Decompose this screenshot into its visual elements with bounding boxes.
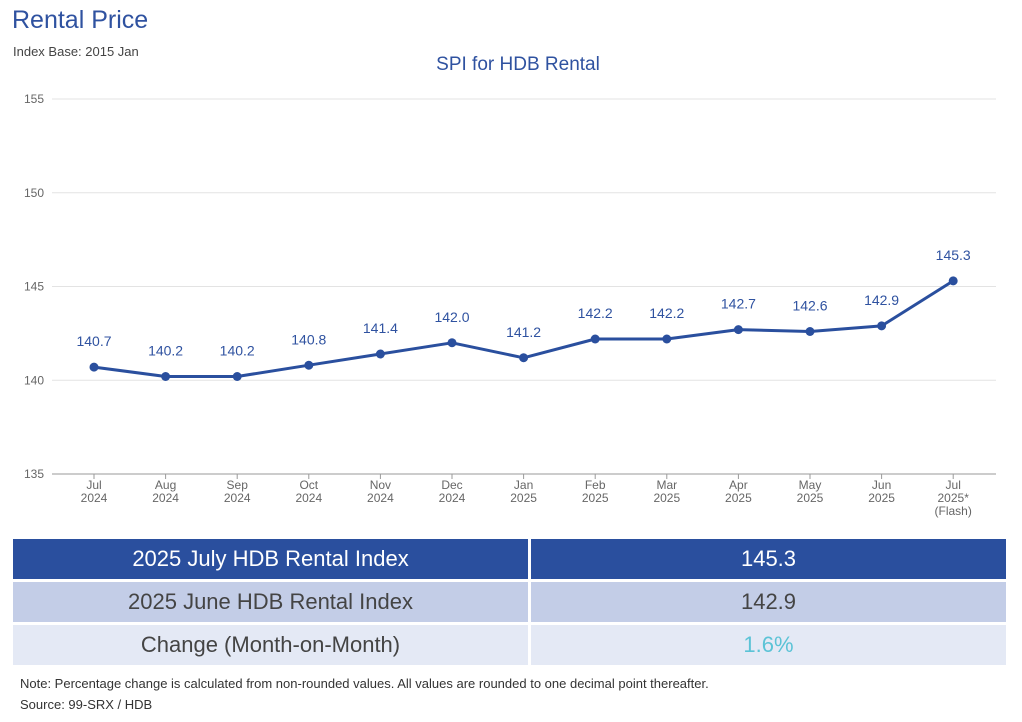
footnote: Note: Percentage change is calculated fr… <box>20 676 709 691</box>
y-tick-label: 155 <box>24 92 44 106</box>
x-tick-label: Dec 2024 <box>439 478 466 505</box>
index-base-subtitle: Index Base: 2015 Jan <box>13 44 139 59</box>
data-point <box>89 362 99 372</box>
data-label: 140.7 <box>76 333 111 349</box>
x-tick-label: Jan 2025 <box>510 478 537 505</box>
data-label: 145.3 <box>936 247 971 263</box>
x-tick-label: Feb 2025 <box>582 478 609 505</box>
data-point <box>733 325 743 335</box>
data-label: 142.2 <box>578 305 613 321</box>
x-tick-label: Jun 2025 <box>868 478 895 505</box>
data-label: 140.2 <box>220 343 255 359</box>
x-tick-label: Aug 2024 <box>152 478 179 505</box>
data-label: 142.9 <box>864 292 899 308</box>
data-label: 141.2 <box>506 324 541 340</box>
summary-label: Change (Month-on-Month) <box>13 625 531 665</box>
x-tick-label: Jul 2024 <box>81 478 108 505</box>
y-tick-label: 135 <box>24 467 44 481</box>
data-point <box>304 360 314 370</box>
data-point <box>447 338 457 348</box>
summary-value: 142.9 <box>531 582 1006 622</box>
chart-title: SPI for HDB Rental <box>436 54 600 75</box>
summary-change-value: 1.6% <box>531 625 1006 665</box>
x-tick-label: Sep 2024 <box>224 478 251 505</box>
data-point <box>877 321 887 331</box>
summary-row: Change (Month-on-Month) 1.6% <box>13 625 1006 665</box>
data-point <box>662 334 672 344</box>
x-tick-label: Jul 2025* (Flash) <box>935 478 972 518</box>
data-point <box>232 372 242 381</box>
data-point <box>948 276 958 286</box>
data-point <box>805 327 815 336</box>
summary-value: 145.3 <box>531 539 1006 579</box>
source-note: Source: 99-SRX / HDB <box>20 697 153 712</box>
x-tick-label: Nov 2024 <box>367 478 394 505</box>
y-tick-label: 150 <box>24 186 44 200</box>
summary-row: 2025 June HDB Rental Index 142.9 <box>13 582 1006 622</box>
data-point <box>590 334 600 344</box>
data-label: 142.0 <box>434 309 469 325</box>
data-label: 141.4 <box>363 320 398 336</box>
y-tick-label: 140 <box>24 373 44 387</box>
data-point <box>375 349 385 359</box>
x-tick-label: Mar 2025 <box>653 478 680 505</box>
data-label: 140.2 <box>148 343 183 359</box>
x-tick-label: May 2025 <box>797 478 824 505</box>
y-tick-label: 145 <box>24 280 44 294</box>
line-chart: SPI for HDB Rental 135 140 145 150 155 Jul 20… <box>24 54 996 518</box>
data-label: 142.6 <box>792 298 827 314</box>
data-point <box>161 372 171 381</box>
summary-label: 2025 July HDB Rental Index <box>13 539 531 579</box>
summary-row: 2025 July HDB Rental Index 145.3 <box>13 539 1006 579</box>
summary-table: 2025 July HDB Rental Index 145.3 2025 Ju… <box>13 536 1006 668</box>
x-tick-label: Apr 2025 <box>725 478 752 505</box>
data-label: 142.2 <box>649 305 684 321</box>
page-title: Rental Price <box>12 6 149 34</box>
summary-label: 2025 June HDB Rental Index <box>13 582 531 622</box>
data-label: 140.8 <box>291 331 326 347</box>
x-tick-label: Oct 2024 <box>295 478 322 505</box>
data-point <box>519 353 529 363</box>
data-label: 142.7 <box>721 296 756 312</box>
